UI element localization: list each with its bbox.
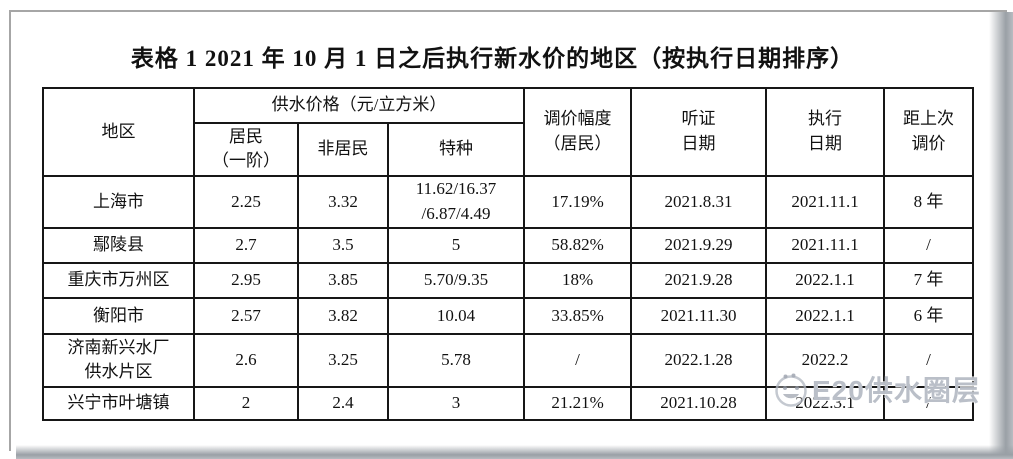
cell-special-price: 5 [386,226,526,264]
header-non-resident: 非居民 [297,121,389,177]
cell-region: 上海市 [42,174,195,229]
cell-adjustment: 58.82% [523,226,633,264]
cell-non-resident-price: 3.25 [297,332,389,388]
cell-since-last: / [883,226,975,264]
cell-special-price: 11.62/16.37 /6.87/4.49 [386,174,526,229]
table-row: 兴宁市叶塘镇 2 2.4 3 21.21% 2021.10.28 2022.3.… [42,385,975,421]
header-hearing-date: 听证 日期 [630,86,768,177]
cell-resident-price: 2 [193,385,299,421]
cell-resident-price: 2.25 [193,174,299,229]
header-price-group: 供水价格（元/立方米） [192,86,526,124]
cell-hearing-date: 2021.9.29 [630,226,768,264]
cell-hearing-date: 2021.10.28 [630,385,768,421]
cell-since-last: 7 年 [883,261,975,299]
cell-special-price: 10.04 [386,296,526,335]
cell-effective-date: 2022.1.1 [765,296,886,335]
cell-adjustment: / [523,332,633,388]
table-row: 鄢陵县 2.7 3.5 5 58.82% 2021.9.29 2021.11.1… [42,226,975,264]
cell-resident-price: 2.7 [193,226,299,264]
cell-special-price: 5.70/9.35 [386,261,526,299]
water-price-table: 地区 供水价格（元/立方米） 调价幅度 （居民） 听证 日期 执行 日期 距上次… [42,86,975,421]
cell-adjustment: 21.21% [523,385,633,421]
cell-non-resident-price: 3.32 [297,174,389,229]
cell-resident-price: 2.95 [193,261,299,299]
cell-effective-date: 2021.11.1 [765,174,886,229]
header-resident-tier1: 居民 （一阶） [193,121,299,177]
cell-adjustment: 17.19% [523,174,633,229]
cell-special-price: 3 [386,385,526,421]
table-row: 上海市 2.25 3.32 11.62/16.37 /6.87/4.49 17.… [42,174,975,229]
cell-hearing-date: 2021.11.30 [630,296,768,335]
header-adjustment: 调价幅度 （居民） [523,86,633,177]
cell-effective-date: 2022.3.1 [765,385,886,421]
cell-hearing-date: 2021.8.31 [630,174,768,229]
cell-region: 鄢陵县 [42,226,195,264]
cell-since-last: 6 年 [883,296,975,335]
cell-effective-date: 2022.2 [765,332,886,388]
page-shadow-bottom [16,445,1013,459]
cell-adjustment: 33.85% [523,296,633,335]
cell-region: 兴宁市叶塘镇 [42,385,195,421]
cell-non-resident-price: 3.82 [297,296,389,335]
cell-non-resident-price: 3.5 [297,226,389,264]
page-edge-top [9,10,1007,12]
cell-since-last: / [883,385,975,421]
header-special: 特种 [386,121,526,177]
cell-region: 衡阳市 [42,296,195,335]
table-row: 济南新兴水厂 供水片区 2.6 3.25 5.78 / 2022.1.28 20… [42,332,975,388]
cell-hearing-date: 2022.1.28 [630,332,768,388]
cell-hearing-date: 2021.9.28 [630,261,768,299]
cell-resident-price: 2.6 [193,332,299,388]
cell-resident-price: 2.57 [193,296,299,335]
cell-since-last: / [883,332,975,388]
cell-region: 济南新兴水厂 供水片区 [42,332,195,388]
table-row: 重庆市万州区 2.95 3.85 5.70/9.35 18% 2021.9.28… [42,261,975,299]
cell-adjustment: 18% [523,261,633,299]
page-shadow-right [989,12,1013,459]
header-effective-date: 执行 日期 [765,86,886,177]
table-row: 衡阳市 2.57 3.82 10.04 33.85% 2021.11.30 20… [42,296,975,335]
page-edge-left [9,10,11,451]
cell-region: 重庆市万州区 [42,261,195,299]
header-since-last-adjustment: 距上次 调价 [883,86,975,177]
cell-since-last: 8 年 [883,174,975,229]
table-caption: 表格 1 2021 年 10 月 1 日之后执行新水价的地区（按执行日期排序） [130,46,855,71]
cell-special-price: 5.78 [386,332,526,388]
cell-effective-date: 2021.11.1 [765,226,886,264]
header-region: 地区 [42,86,195,177]
cell-effective-date: 2022.1.1 [765,261,886,299]
cell-non-resident-price: 2.4 [297,385,389,421]
cell-non-resident-price: 3.85 [297,261,389,299]
